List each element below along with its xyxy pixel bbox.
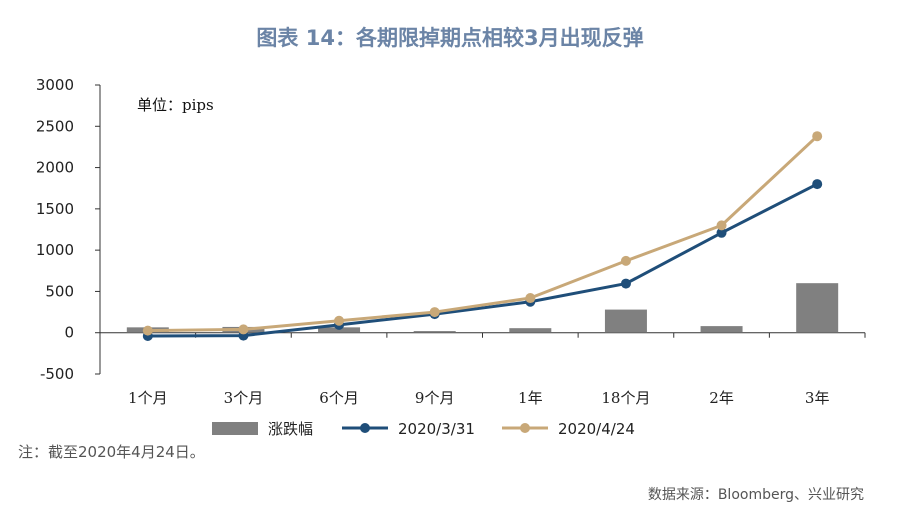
y-axis: -500 0 500 1000 1500 2000 2500 3000 [36,76,101,383]
data-point [525,293,536,304]
data-point [812,131,823,142]
series-line [147,182,818,338]
data-point [238,324,249,335]
bar [604,309,647,333]
chart-title: 图表 14：各期限掉期点相较3月出现反弹 [256,26,644,50]
data-point [716,227,727,238]
unit-label: 单位：pips [137,96,214,114]
x-tick-label: 3年 [805,389,830,407]
data-point [812,179,823,190]
bar [318,327,361,333]
bar [700,326,743,333]
x-tick-label: 6个月 [319,389,359,407]
data-point [716,220,727,231]
y-tick-label: 1000 [36,241,74,259]
x-tick-label: 1年 [518,389,543,407]
source-note: 数据来源：Bloomberg、兴业研究 [647,487,864,503]
bar [413,331,456,333]
footnote: 注：截至2020年4月24日。 [18,443,205,461]
bar-series [126,283,839,333]
y-tick-label: 0 [64,324,74,342]
x-tick-label: 3个月 [224,389,264,407]
x-tick-label: 1个月 [128,389,168,407]
legend-label: 涨跌幅 [268,420,313,438]
y-tick-label: 3000 [36,76,74,94]
legend-label: 2020/3/31 [398,420,475,438]
bar [796,283,839,333]
legend-marker [360,423,370,433]
data-point [142,325,153,336]
y-tick-label: -500 [40,365,74,383]
series-line [147,135,819,333]
legend-label: 2020/4/24 [558,420,635,438]
data-point [429,307,440,318]
x-tick-label: 9个月 [415,389,455,407]
y-tick-label: 1500 [36,200,74,218]
legend-marker [520,423,530,433]
x-tick-label: 2年 [709,389,734,407]
legend: 涨跌幅 2020/3/31 2020/4/24 [212,420,635,438]
line-series [142,131,823,342]
y-tick-label: 2000 [36,159,74,177]
legend-swatch-bar [212,422,258,435]
data-point [620,255,631,266]
y-tick-label: 2500 [36,117,74,135]
data-point [620,278,631,289]
data-point [334,315,345,326]
bar [509,328,552,333]
x-tick-label: 18个月 [601,389,650,407]
y-tick-label: 500 [45,282,74,300]
x-axis: 1个月 3个月 6个月 9个月 1年 18个月 2年 3年 [99,332,866,407]
